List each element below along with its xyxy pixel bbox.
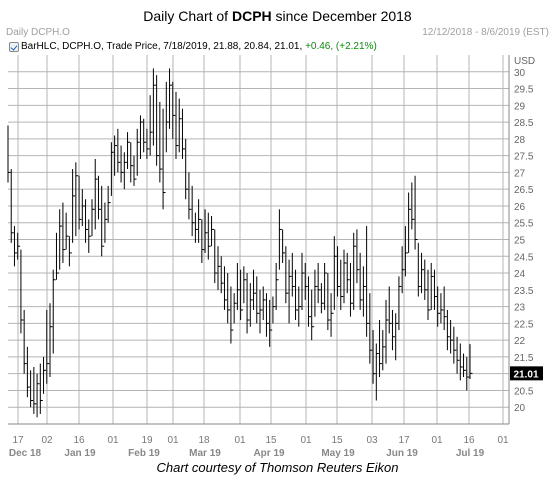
x-tick-label: 19: [141, 435, 153, 446]
chart-title: Daily Chart of DCPH since December 2018: [0, 8, 555, 24]
y-tick-label: 27.5: [514, 152, 534, 163]
x-tick-label: 01: [107, 435, 119, 446]
chart-credit: Chart courtesy of Thomson Reuters Eikon: [156, 460, 399, 475]
y-tick-label: 20: [514, 403, 526, 414]
x-tick-label: 01: [234, 435, 246, 446]
y-tick-label: 25: [514, 236, 526, 247]
y-tick-label: 22: [514, 336, 526, 347]
y-tick-label: 29: [514, 101, 526, 112]
x-tick-label: 02: [41, 435, 53, 446]
x-month-label: Apr 19: [253, 448, 285, 459]
x-tick-label: 16: [463, 435, 475, 446]
x-month-label: Mar 19: [189, 448, 221, 459]
y-tick-label: 25.5: [514, 219, 534, 230]
checkbox-icon[interactable]: [9, 41, 19, 52]
series-legend-text: BarHLC, DCPH.O, Trade Price, 7/18/2019, …: [21, 41, 303, 52]
y-tick-label: 26: [514, 202, 526, 213]
series-change-text: +0.46, (+2.21%): [305, 41, 377, 52]
x-month-label: Jan 19: [64, 448, 96, 459]
y-tick-label: 24.5: [514, 252, 534, 263]
x-tick-label: 03: [366, 435, 378, 446]
x-month-label: Jun 19: [386, 448, 418, 459]
y-tick-label: 26.5: [514, 185, 534, 196]
x-tick-label: 16: [73, 435, 85, 446]
ticker-label: Daily DCPH.O: [6, 27, 70, 38]
title-prefix: Daily Chart of: [143, 8, 232, 24]
x-month-label: Jul 19: [456, 448, 485, 459]
x-month-label: May 19: [321, 448, 355, 459]
y-tick-label: 28: [514, 135, 526, 146]
x-tick-label: 17: [398, 435, 410, 446]
y-tick-label: 24: [514, 269, 526, 280]
x-tick-label: 15: [331, 435, 343, 446]
y-tick-label: 29.5: [514, 85, 534, 96]
last-price-label: 21.01: [513, 369, 538, 380]
y-tick-label: 23.5: [514, 286, 534, 297]
y-tick-label: 20.5: [514, 386, 534, 397]
x-month-label: Feb 19: [128, 448, 160, 459]
last-price-box: [510, 366, 543, 381]
series-legend: BarHLC, DCPH.O, Trade Price, 7/18/2019, …: [9, 41, 377, 52]
title-symbol: DCPH: [231, 8, 272, 24]
y-tick-label: 21.5: [514, 353, 534, 364]
y-tick-label: 22.5: [514, 319, 534, 330]
x-tick-label: 01: [497, 435, 509, 446]
x-tick-label: 01: [167, 435, 179, 446]
y-tick-label: 23: [514, 303, 526, 314]
y-tick-label: 30: [514, 68, 526, 79]
x-tick-label: 17: [12, 435, 24, 446]
x-tick-label: 18: [198, 435, 210, 446]
x-month-label: Dec 18: [9, 448, 42, 459]
y-unit-label: USD: [514, 56, 535, 67]
x-tick-label: 15: [265, 435, 277, 446]
x-tick-label: 01: [431, 435, 443, 446]
date-range-label: 12/12/2018 - 8/6/2019 (EST): [422, 27, 549, 38]
x-tick-label: 01: [300, 435, 312, 446]
y-tick-label: 28.5: [514, 118, 534, 129]
y-tick-label: 27: [514, 168, 526, 179]
title-suffix: since December 2018: [271, 8, 412, 24]
